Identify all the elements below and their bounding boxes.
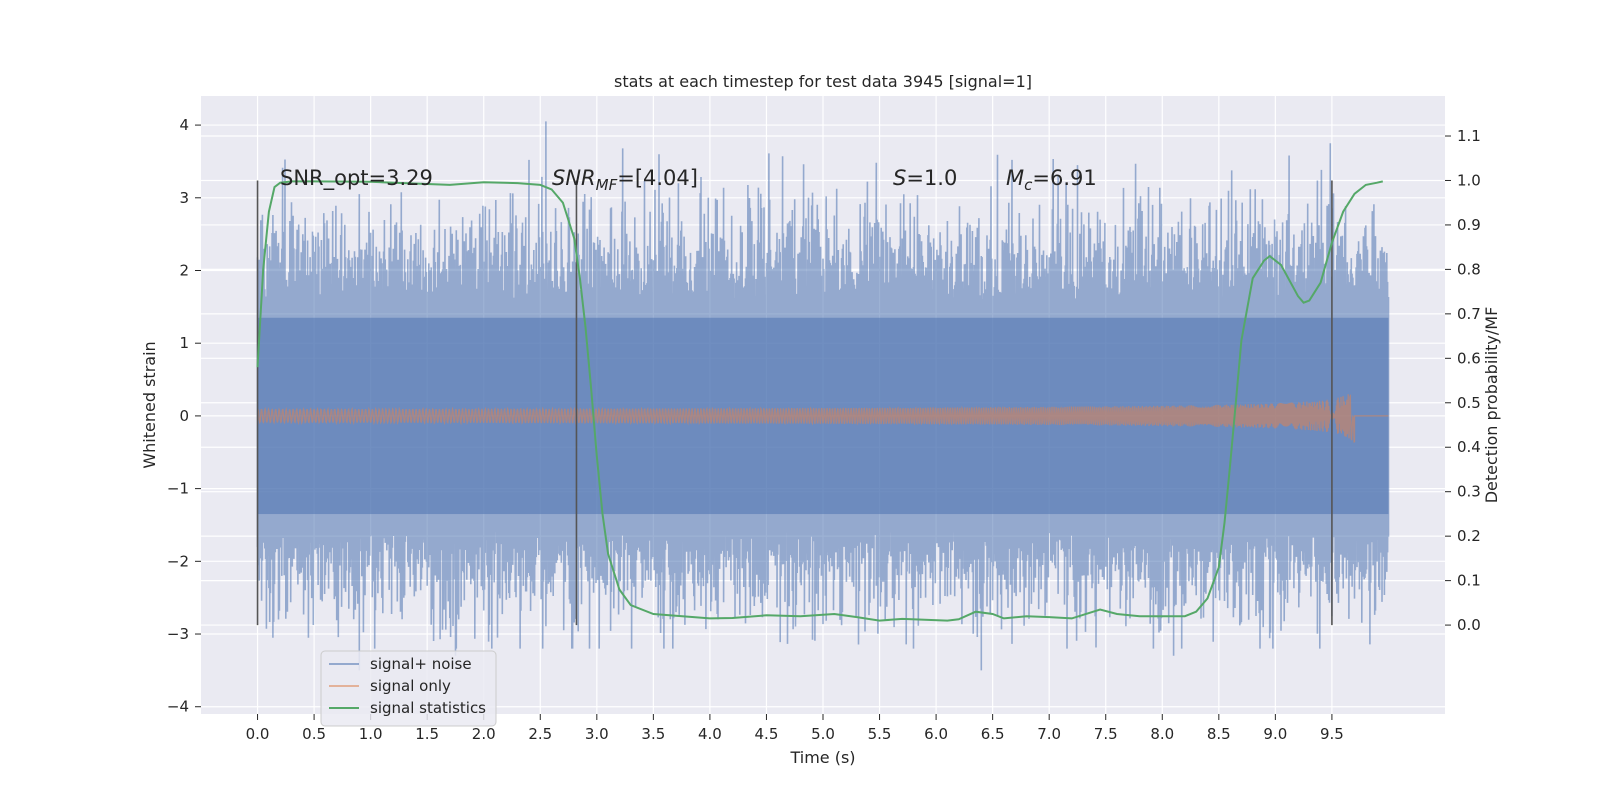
y-right-tick-label: 0.2 [1457,527,1481,545]
y-right-tick-label: 1.1 [1457,127,1481,145]
x-tick-label: 3.0 [585,725,609,743]
x-tick-label: 6.0 [924,725,948,743]
series-signal-only [256,394,1389,443]
signal-statistics-line [256,180,1384,622]
y-right-tick-label: 0.4 [1457,438,1481,456]
mc-rest: =6.91 [1032,166,1096,190]
snr-mf-sub: MF [596,176,618,194]
y-right-tick-label: 0.6 [1457,349,1481,367]
x-tick-label: 9.0 [1263,725,1287,743]
y-right-tick-label: 0.7 [1457,305,1481,323]
chart-title: stats at each timestep for test data 394… [614,72,1032,91]
snr-mf-rest: =[4.04] [617,166,698,190]
x-tick-label: 7.0 [1037,725,1061,743]
annotation-s: S=1.0 [893,166,957,190]
y-tick-label: 1 [179,334,189,352]
y-tick-label: 0 [179,407,189,425]
x-axis-label: Time (s) [789,748,855,767]
x-tick-label: 8.0 [1150,725,1174,743]
y-tick-label: 4 [179,116,189,134]
y-right-tick-label: 0.3 [1457,483,1481,501]
y-tick-label: −3 [167,625,189,643]
y-axis-label: Whitened strain [140,341,159,468]
snr-mf-base: SNR [552,166,596,190]
y-tick-label: 3 [179,189,189,207]
y-right-tick-label: 0.5 [1457,394,1481,412]
x-tick-label: 8.5 [1207,725,1231,743]
x-tick-label: 9.5 [1320,725,1344,743]
y-right-tick-label: 0.1 [1457,572,1481,590]
x-tick-label: 7.5 [1094,725,1118,743]
legend-label-signal-only: signal only [370,677,451,695]
s-italic: S [893,166,906,190]
legend-label-signal-plus-noise: signal+ noise [370,655,472,673]
annotation-snr-mf: SNRMF=[4.04] [552,166,698,194]
x-tick-label: 6.5 [981,725,1005,743]
y-right-tick-label: 0.9 [1457,216,1481,234]
x-tick-label: 1.0 [359,725,383,743]
annotation-mc: Mc=6.91 [1006,166,1097,194]
y-right-tick-label: 0.0 [1457,616,1481,634]
s-rest: =1.0 [906,166,957,190]
axis-ticks: 0.0 0.5 1.0 1.5 2.0 2.5 3.0 3.5 4.0 4.5 5.0 5.5 6.0 6… [167,116,1481,743]
x-tick-label: 5.0 [811,725,835,743]
y-tick-label: −4 [167,698,189,716]
y-right-tick-label: 0.8 [1457,260,1481,278]
x-tick-label: 1.5 [415,725,439,743]
x-tick-label: 0.5 [302,725,326,743]
legend: signal+ noise signal only signal statist… [320,650,497,727]
series-signal-statistics [256,180,1384,622]
x-tick-label: 4.0 [698,725,722,743]
legend-label-signal-statistics: signal statistics [370,699,486,717]
y-right-tick-label: 1.0 [1457,171,1481,189]
x-tick-label: 0.0 [246,725,270,743]
x-tick-label: 2.5 [528,725,552,743]
x-tick-label: 2.0 [472,725,496,743]
y-tick-label: −1 [167,480,189,498]
legend-box [320,650,497,727]
annotation-snr-opt: SNR_opt=3.29 [280,166,433,191]
y-right-axis-label: Detection probability/MF [1482,307,1501,504]
signal-only-line [256,394,1389,443]
mc-base: M [1006,166,1024,190]
y-tick-label: −2 [167,552,189,570]
x-tick-label: 3.5 [641,725,665,743]
x-tick-label: 4.5 [755,725,779,743]
signal-plus-noise-line [256,121,1390,671]
y-tick-label: 2 [179,261,189,279]
mc-sub: c [1024,176,1033,194]
x-tick-label: 5.5 [868,725,892,743]
